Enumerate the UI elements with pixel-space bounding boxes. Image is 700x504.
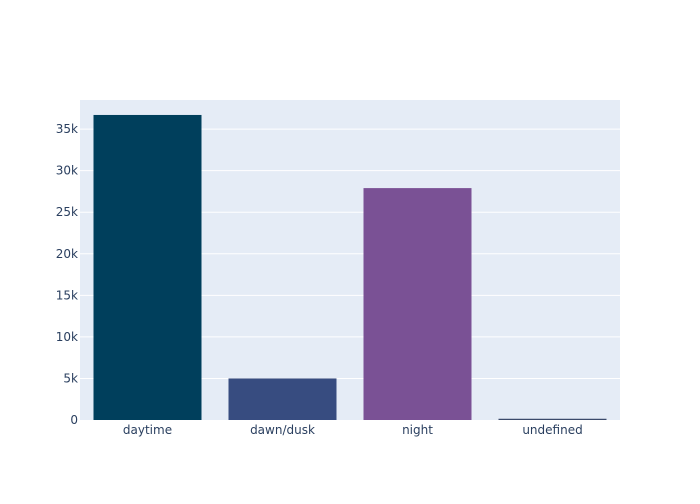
x-tick-label: daytime — [123, 423, 172, 437]
x-tick-label: undefined — [522, 423, 582, 437]
x-axis-ticks: daytime dawn/dusk night undefined — [123, 423, 583, 437]
y-axis-ticks: 0 5k 10k 15k 20k 25k 30k 35k — [56, 122, 78, 427]
bar-night[interactable] — [363, 188, 472, 420]
bar-daytime[interactable] — [93, 114, 202, 421]
bar-dawn-dusk[interactable] — [228, 378, 337, 420]
y-tick-label: 15k — [56, 288, 78, 302]
x-tick-label: night — [402, 423, 433, 437]
y-tick-label: 25k — [56, 205, 78, 219]
x-tick-label: dawn/dusk — [250, 423, 315, 437]
y-tick-label: 10k — [56, 330, 78, 344]
y-tick-label: 20k — [56, 247, 78, 261]
bar-undefined[interactable] — [498, 418, 607, 420]
y-tick-label: 30k — [56, 164, 78, 178]
y-tick-label: 35k — [56, 122, 78, 136]
y-tick-label: 5k — [63, 371, 78, 385]
bars — [93, 114, 607, 421]
y-tick-label: 0 — [70, 413, 78, 427]
